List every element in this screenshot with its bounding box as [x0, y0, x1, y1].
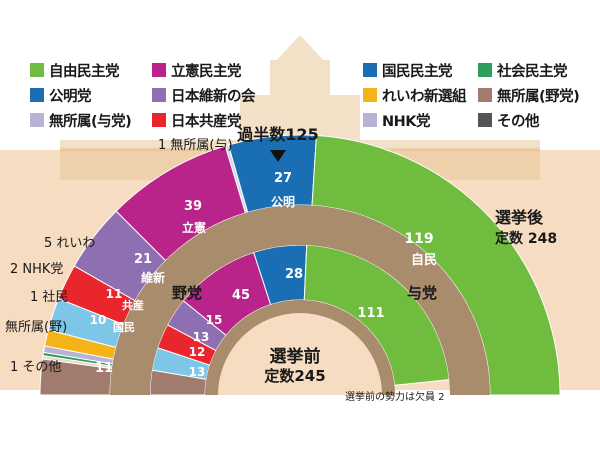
ring-separator — [110, 205, 490, 395]
legend-swatch — [363, 63, 377, 77]
legend-swatch — [30, 63, 44, 77]
legend-item: 自由民主党 — [30, 60, 120, 80]
legend-item: れいわ新選組 — [363, 85, 467, 105]
legend-label: れいわ新選組 — [382, 88, 467, 105]
legend-swatch — [30, 113, 44, 127]
after-cdp-name: 立憲 — [181, 221, 206, 235]
after-ishin-value: 21 — [133, 252, 153, 267]
label-muso-yato: 無所属(野) — [5, 320, 68, 335]
legend-label: 無所属(野党) — [497, 88, 580, 105]
label-nhk: 2 NHK党 — [10, 262, 64, 277]
after-total: 定数 248 — [495, 231, 558, 247]
legend-swatch — [478, 113, 492, 127]
before-jcp-value: 13 — [192, 330, 210, 344]
label-shamin: 1 社民 — [30, 290, 69, 305]
before-cdp-value: 45 — [231, 288, 251, 303]
legend-label: 立憲民主党 — [171, 63, 242, 80]
legend-swatch — [478, 63, 492, 77]
after-dpp-name: 国民 — [113, 321, 135, 334]
ring-separators — [110, 205, 490, 395]
after-jcp-name: 共産 — [122, 299, 144, 312]
legend-item: 無所属(野党) — [478, 85, 580, 105]
legend-label: 社会民主党 — [497, 63, 568, 80]
after-komei-name: 公明 — [270, 195, 295, 209]
legend-label: 国民民主党 — [382, 63, 453, 80]
inner-ring-separator — [205, 300, 395, 395]
legend-item: その他 — [478, 110, 540, 130]
legend-item: 日本共産党 — [152, 110, 242, 130]
legend-swatch — [152, 88, 166, 102]
legend-item: 日本維新の会 — [152, 85, 256, 105]
before-komei-value: 28 — [284, 267, 304, 282]
after-komei-value: 27 — [273, 171, 293, 186]
before-ishin-value: 15 — [205, 313, 223, 327]
legend-swatch — [152, 113, 166, 127]
legend-label: 無所属(与党) — [49, 113, 132, 130]
majority-arrow-icon — [270, 150, 286, 162]
after-sonota-value: 11 — [94, 361, 114, 376]
ruling-group-label: 与党 — [407, 284, 438, 302]
after-jcp-value: 11 — [105, 287, 123, 301]
majority-label: 過半数125 — [237, 125, 319, 144]
before-sonota-value: 13 — [188, 365, 206, 379]
label-muso-yoto: 1 無所属(与) — [158, 138, 233, 153]
legend-swatch — [30, 88, 44, 102]
legend-label: その他 — [497, 113, 540, 130]
before-ldp-value: 111 — [357, 306, 385, 321]
legend-label: 公明党 — [49, 88, 92, 105]
legend-swatch — [363, 88, 377, 102]
label-sonota: 1 その他 — [10, 360, 62, 375]
legend-label: 日本維新の会 — [171, 88, 256, 105]
legend-item: 無所属(与党) — [30, 110, 132, 130]
after-ldp-value: 119 — [404, 231, 434, 247]
legend-swatch — [478, 88, 492, 102]
legend-item: 国民民主党 — [363, 60, 453, 80]
after-ishin-name: 維新 — [140, 271, 165, 285]
legend-item: 公明党 — [30, 85, 92, 105]
legend-item: NHK党 — [363, 110, 431, 130]
legend-label: 自由民主党 — [49, 63, 120, 80]
legend-item: 社会民主党 — [478, 60, 568, 80]
rings — [39, 134, 561, 396]
after-dpp-value: 10 — [89, 313, 107, 327]
opposition-group-label: 野党 — [172, 284, 203, 302]
legend-label: NHK党 — [382, 113, 431, 130]
after-title: 選挙後 — [495, 208, 544, 227]
note-vacancy: 選挙前の勢力は欠員 2 — [345, 392, 445, 403]
legend-swatch — [152, 63, 166, 77]
legend-swatch — [363, 113, 377, 127]
before-title: 選挙前 — [269, 347, 321, 367]
legend-label: 日本共産党 — [171, 113, 242, 130]
before-dpp-value: 12 — [188, 345, 206, 359]
after-cdp-value: 39 — [183, 199, 203, 214]
after-ldp-name: 自民 — [410, 253, 437, 268]
before-total: 定数245 — [264, 367, 326, 385]
label-reiwa: 5 れいわ — [44, 236, 96, 251]
legend-item: 立憲民主党 — [152, 60, 242, 80]
